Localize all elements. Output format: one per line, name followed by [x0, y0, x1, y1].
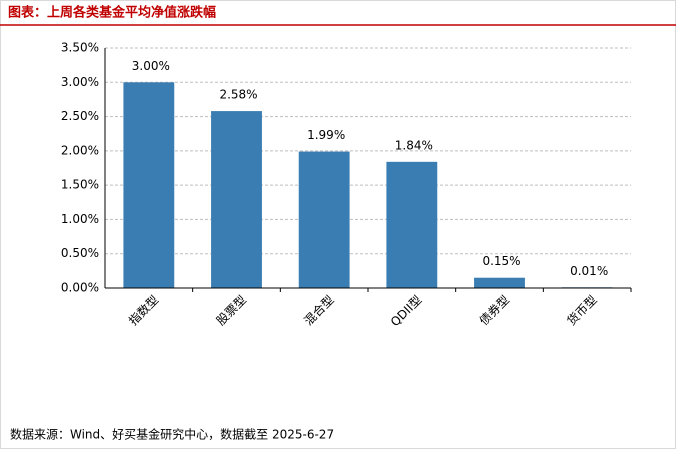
value-label: 3.00%	[132, 59, 170, 73]
y-tick-label: 2.00%	[61, 143, 99, 157]
y-tick-label: 1.50%	[61, 178, 99, 192]
y-tick-label: 0.00%	[61, 281, 99, 295]
value-label: 1.99%	[307, 128, 345, 142]
value-label: 1.84%	[395, 138, 433, 152]
bar	[386, 161, 438, 288]
value-label: 2.58%	[219, 88, 257, 102]
y-tick-label: 2.50%	[61, 109, 99, 123]
y-tick-label: 3.50%	[61, 41, 99, 55]
chart-title: 图表：上周各类基金平均净值涨跌幅	[8, 5, 216, 21]
value-label: 0.01%	[570, 264, 608, 278]
bar	[298, 151, 350, 288]
y-tick-label: 0.50%	[61, 246, 99, 260]
y-tick-label: 3.00%	[61, 75, 99, 89]
bar	[123, 82, 175, 289]
value-label: 0.15%	[482, 254, 520, 268]
source-note: 数据来源：Wind、好买基金研究中心，数据截至 2025-6-27	[10, 427, 334, 442]
bar	[474, 277, 525, 288]
y-tick-label: 1.00%	[61, 212, 99, 226]
bar	[211, 111, 262, 288]
